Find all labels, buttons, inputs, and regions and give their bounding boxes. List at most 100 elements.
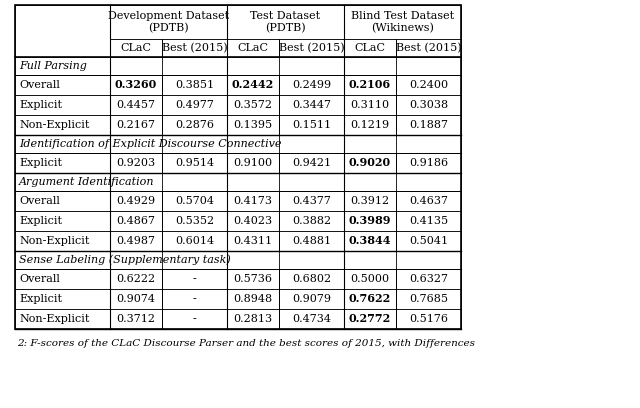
Bar xyxy=(227,75,279,95)
Bar xyxy=(279,269,344,289)
Bar xyxy=(344,269,396,289)
Text: 0.4867: 0.4867 xyxy=(116,216,156,226)
Bar xyxy=(396,75,461,95)
Text: CLaC: CLaC xyxy=(355,43,385,53)
Text: 0.7685: 0.7685 xyxy=(409,294,448,304)
Text: 0.4881: 0.4881 xyxy=(292,236,331,246)
Bar xyxy=(110,309,162,329)
Bar xyxy=(110,5,227,39)
Text: 0.3989: 0.3989 xyxy=(349,215,391,226)
Bar xyxy=(15,95,110,115)
Text: Explicit: Explicit xyxy=(19,158,62,168)
Bar xyxy=(15,269,110,289)
Bar xyxy=(162,115,227,135)
Text: 0.6014: 0.6014 xyxy=(175,236,214,246)
Bar xyxy=(279,75,344,95)
Bar xyxy=(162,95,227,115)
Text: 0.5736: 0.5736 xyxy=(234,274,273,284)
Bar xyxy=(396,269,461,289)
Text: 0.3260: 0.3260 xyxy=(115,80,157,91)
Bar xyxy=(227,95,279,115)
Bar xyxy=(279,39,344,57)
Text: Blind Test Dataset
(Wikinews): Blind Test Dataset (Wikinews) xyxy=(351,11,454,33)
Text: 0.5041: 0.5041 xyxy=(409,236,448,246)
Text: 0.3038: 0.3038 xyxy=(409,100,448,110)
Bar xyxy=(396,231,461,251)
Bar xyxy=(344,191,396,211)
Text: 0.3912: 0.3912 xyxy=(351,196,390,206)
Text: Argument Identification: Argument Identification xyxy=(19,177,154,187)
Bar xyxy=(396,289,461,309)
Bar xyxy=(15,57,461,75)
Text: 0.2813: 0.2813 xyxy=(234,314,273,324)
Bar xyxy=(396,39,461,57)
Text: 0.9079: 0.9079 xyxy=(292,294,331,304)
Bar xyxy=(227,39,279,57)
Bar xyxy=(227,153,279,173)
Text: 0.4457: 0.4457 xyxy=(116,100,156,110)
Bar xyxy=(227,211,279,231)
Bar xyxy=(15,5,110,57)
Text: 0.4173: 0.4173 xyxy=(234,196,273,206)
Text: Overall: Overall xyxy=(19,274,60,284)
Bar xyxy=(227,289,279,309)
Text: 0.2400: 0.2400 xyxy=(409,80,448,90)
Bar xyxy=(344,115,396,135)
Bar xyxy=(162,269,227,289)
Text: 0.4311: 0.4311 xyxy=(234,236,273,246)
Bar xyxy=(15,153,110,173)
Bar xyxy=(396,211,461,231)
Text: Sense Labeling (Supplementary task): Sense Labeling (Supplementary task) xyxy=(19,255,231,265)
Bar xyxy=(162,153,227,173)
Bar xyxy=(227,231,279,251)
Text: 0.9020: 0.9020 xyxy=(349,157,391,169)
Bar xyxy=(15,251,461,269)
Bar xyxy=(396,115,461,135)
Text: 0.7622: 0.7622 xyxy=(349,293,391,304)
Text: 0.3882: 0.3882 xyxy=(292,216,331,226)
Text: Test Dataset
(PDTB): Test Dataset (PDTB) xyxy=(250,11,321,33)
Bar xyxy=(15,75,110,95)
Text: 2: F-scores of the CLaC Discourse Parser and the best scores of 2015, with Diffe: 2: F-scores of the CLaC Discourse Parser… xyxy=(17,339,475,348)
Bar xyxy=(227,191,279,211)
Text: 0.3712: 0.3712 xyxy=(116,314,156,324)
Bar xyxy=(162,39,227,57)
Bar xyxy=(344,211,396,231)
Text: CLaC: CLaC xyxy=(120,43,152,53)
Bar xyxy=(227,269,279,289)
Bar xyxy=(15,173,461,191)
Bar xyxy=(279,309,344,329)
Text: Explicit: Explicit xyxy=(19,216,62,226)
Bar xyxy=(396,191,461,211)
Text: 0.9074: 0.9074 xyxy=(116,294,156,304)
Bar xyxy=(279,115,344,135)
Bar xyxy=(344,153,396,173)
Text: Best (2015): Best (2015) xyxy=(278,43,344,53)
Bar xyxy=(162,309,227,329)
Bar xyxy=(15,289,110,309)
Bar xyxy=(110,211,162,231)
Bar xyxy=(344,289,396,309)
Text: Non-Explicit: Non-Explicit xyxy=(19,314,90,324)
Text: 0.4987: 0.4987 xyxy=(116,236,156,246)
Text: Best (2015): Best (2015) xyxy=(396,43,461,53)
Text: 0.3844: 0.3844 xyxy=(349,235,391,246)
Text: 0.6802: 0.6802 xyxy=(292,274,331,284)
Bar xyxy=(15,191,110,211)
Bar xyxy=(110,231,162,251)
Bar xyxy=(110,115,162,135)
Text: 0.1511: 0.1511 xyxy=(292,120,331,130)
Text: 0.2499: 0.2499 xyxy=(292,80,331,90)
Text: -: - xyxy=(193,274,196,284)
Text: 0.4734: 0.4734 xyxy=(292,314,331,324)
Text: Best (2015): Best (2015) xyxy=(162,43,227,53)
Text: 0.9514: 0.9514 xyxy=(175,158,214,168)
Bar xyxy=(344,39,396,57)
Text: 0.4929: 0.4929 xyxy=(116,196,156,206)
Bar xyxy=(344,309,396,329)
Bar xyxy=(396,95,461,115)
Bar xyxy=(15,115,110,135)
Text: 0.2106: 0.2106 xyxy=(349,80,391,91)
Bar xyxy=(279,211,344,231)
Bar xyxy=(15,309,110,329)
